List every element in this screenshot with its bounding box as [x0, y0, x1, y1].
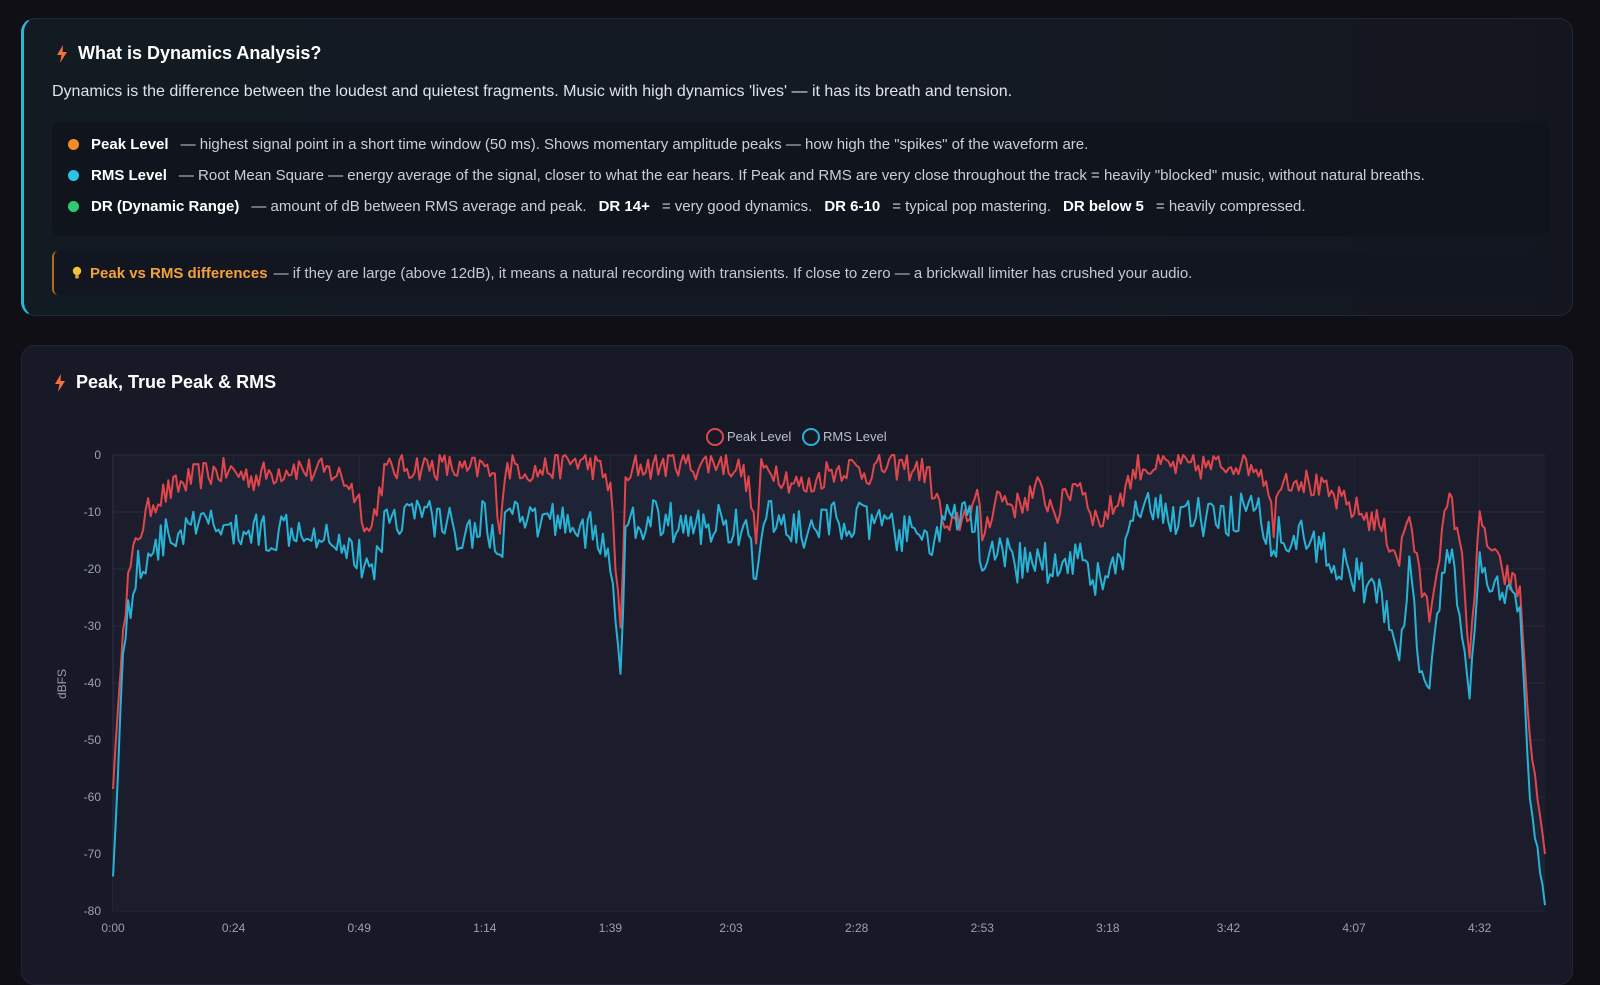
- dr-text-4: = heavily compressed.: [1155, 198, 1306, 215]
- y-tick-label: -60: [84, 790, 102, 804]
- info-card: What is Dynamics Analysis? Dynamics is t…: [21, 18, 1573, 316]
- x-tick-label: 2:28: [845, 921, 869, 935]
- bolt-icon: [57, 44, 67, 63]
- dr-strong-3: DR below 5: [1063, 198, 1144, 215]
- y-tick-label: -40: [84, 676, 102, 690]
- rms-legend-label: RMS Level: [823, 429, 887, 444]
- chart-title: Peak, True Peak & RMS: [54, 372, 276, 393]
- x-tick-label: 1:39: [599, 921, 623, 935]
- y-tick-label: -80: [84, 904, 102, 918]
- x-tick-label: 2:53: [971, 921, 995, 935]
- rms-legend-marker: [802, 428, 820, 446]
- tip-strong: Peak vs RMS differences: [90, 264, 268, 282]
- dr-dot-icon: [68, 201, 79, 212]
- rms-term: RMS Level: [91, 167, 167, 184]
- rms-definition: RMS Level — Root Mean Square — energy av…: [68, 167, 1425, 184]
- bolt-icon: [55, 373, 65, 392]
- x-tick-label: 3:18: [1096, 921, 1120, 935]
- peak-legend-label: Peak Level: [727, 429, 791, 444]
- lightbulb-icon: [72, 266, 82, 279]
- y-axis-ticks: 0 -10 -20 -30 -40 -50 -60 -70 -80: [84, 448, 102, 918]
- peak-definition: Peak Level — highest signal point in a s…: [68, 136, 1088, 153]
- peak-term: Peak Level: [91, 136, 169, 153]
- tip-text: — if they are large (above 12dB), it mea…: [273, 264, 1193, 282]
- dr-text-1: — amount of dB between RMS average and p…: [251, 198, 587, 215]
- x-tick-label: 0:24: [222, 921, 246, 935]
- y-tick-label: -50: [84, 733, 102, 747]
- rms-level-line: [112, 491, 1546, 906]
- x-axis-ticks: 0:00 0:24 0:49 1:14 1:39 2:03 2:28 2:53 3:18 3:42…: [101, 921, 1491, 935]
- dr-text-3: = typical pop mastering.: [892, 198, 1052, 215]
- dr-text-2: = very good dynamics.: [661, 198, 813, 215]
- info-title: What is Dynamics Analysis?: [56, 43, 321, 64]
- dr-term: DR (Dynamic Range): [91, 198, 240, 215]
- chart-lines: [112, 454, 1546, 906]
- info-title-text: What is Dynamics Analysis?: [78, 43, 322, 63]
- tip-box: Peak vs RMS differences — if they are la…: [52, 251, 1550, 295]
- x-tick-label: 3:42: [1217, 921, 1241, 935]
- x-tick-label: 4:32: [1468, 921, 1492, 935]
- definitions-box: Peak Level — highest signal point in a s…: [52, 122, 1550, 236]
- y-tick-label: -70: [84, 847, 102, 861]
- x-tick-label: 0:00: [101, 921, 125, 935]
- y-axis-label: dBFS: [55, 669, 69, 699]
- y-tick-label: -20: [84, 562, 102, 576]
- rms-description: — Root Mean Square — energy average of t…: [178, 167, 1425, 184]
- x-tick-label: 0:49: [348, 921, 372, 935]
- y-tick-label: 0: [94, 448, 101, 462]
- rms-dot-icon: [68, 170, 79, 181]
- peak-legend-marker: [706, 428, 724, 446]
- y-tick-label: -30: [84, 619, 102, 633]
- peak-level-line: [112, 454, 1546, 855]
- chart-title-text: Peak, True Peak & RMS: [76, 372, 277, 392]
- peak-description: — highest signal point in a short time w…: [180, 136, 1089, 153]
- x-tick-label: 4:07: [1342, 921, 1366, 935]
- x-tick-label: 1:14: [473, 921, 497, 935]
- peak-dot-icon: [68, 139, 79, 150]
- intro-text: Dynamics is the difference between the l…: [52, 83, 1013, 100]
- dr-definition: DR (Dynamic Range) — amount of dB betwee…: [68, 198, 1306, 215]
- rms-area-fill: [113, 492, 1545, 911]
- y-tick-label: -10: [84, 505, 102, 519]
- dr-strong-2: DR 6-10: [824, 198, 881, 215]
- chart-fills: [113, 455, 1545, 911]
- x-tick-label: 2:03: [719, 921, 743, 935]
- dr-strong-1: DR 14+: [598, 198, 650, 215]
- chart-legend: Peak Level RMS Level: [706, 428, 887, 446]
